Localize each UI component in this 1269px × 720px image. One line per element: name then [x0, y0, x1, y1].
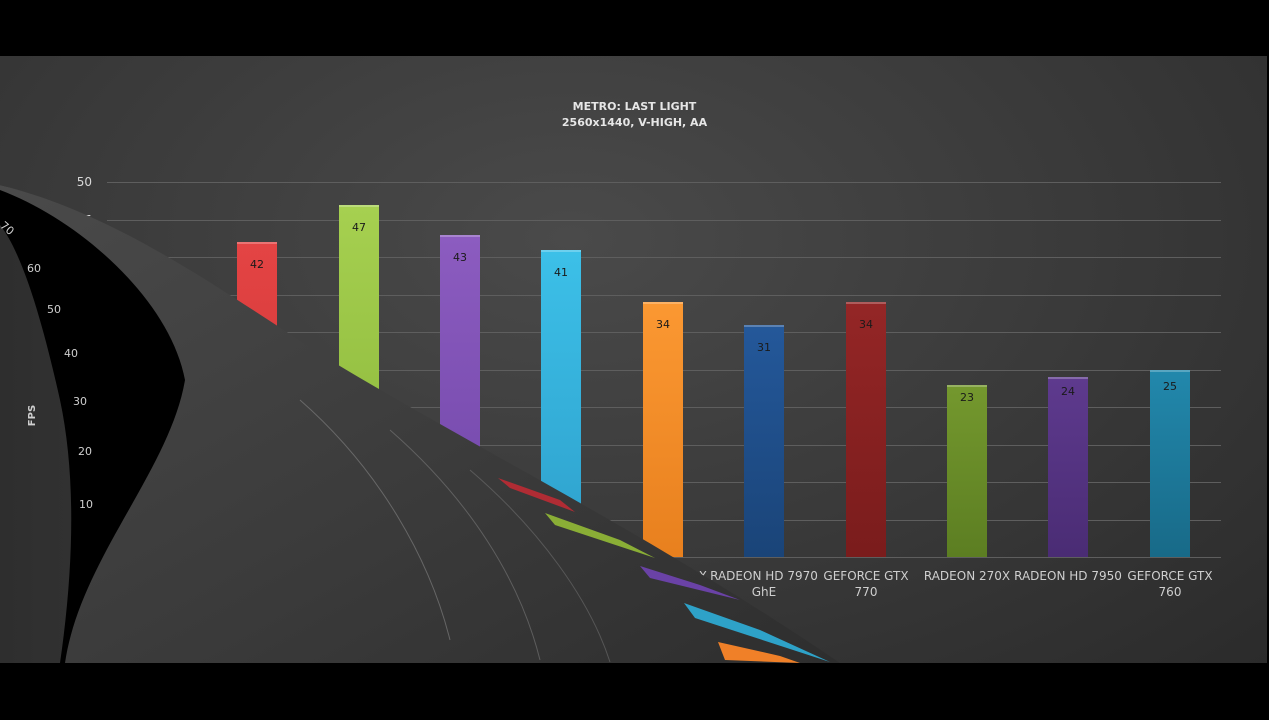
category-label: 80X: [683, 569, 708, 583]
bar: 25: [1150, 370, 1190, 557]
next-slide-y-tick: 30: [73, 395, 87, 408]
y-tick-label: 50: [76, 175, 92, 189]
bar-value-label: 42: [250, 258, 264, 271]
next-slide-y-tick: 20: [78, 445, 92, 458]
chart-subtitle: 2560x1440, V-HIGH, AA: [561, 116, 708, 129]
bar: 43: [440, 235, 480, 557]
bar: 47: [339, 205, 379, 557]
bar: 31: [744, 325, 784, 557]
chart-title: METRO: LAST LIGHT: [572, 100, 697, 113]
next-slide-y-tick: 40: [64, 347, 78, 360]
gridline: [107, 220, 1221, 221]
category-label: RADEON HD 7950: [1014, 569, 1122, 583]
bar-value-label: 24: [1061, 385, 1075, 398]
bar-value-label: 23: [960, 391, 974, 404]
y-tick-label: 45: [76, 213, 92, 227]
bar-value-label: 47: [352, 221, 366, 234]
category-label: RADEON HD 7970 GhE: [710, 569, 818, 599]
bar-value-label: 34: [859, 318, 873, 331]
category-label: RADEON 270X: [923, 569, 1011, 583]
category-label: GEFORCE GTX 770: [823, 569, 909, 599]
bar: 23: [947, 385, 987, 557]
bar: 34: [846, 302, 886, 557]
chart-slide: METRO: LAST LIGHT 2560x1440, V-HIGH, AA …: [0, 56, 1267, 663]
x-axis-line: [107, 557, 1221, 558]
gridline: [107, 182, 1221, 183]
bar-value-label: 41: [554, 266, 568, 279]
bar-value-label: 25: [1163, 380, 1177, 393]
category-label: GEFORCE GTX 760: [1127, 569, 1213, 599]
next-slide-y-axis-title: FPS: [27, 404, 39, 427]
bar: 42: [237, 242, 277, 557]
bar: 34: [643, 302, 683, 557]
next-slide-y-tick: 10: [79, 498, 93, 511]
bar: 41: [541, 250, 581, 557]
letterbox-bottom: [0, 663, 1269, 720]
bar-value-label: 43: [453, 251, 467, 264]
next-slide-y-tick: 60: [27, 262, 41, 275]
bar: 24: [1048, 377, 1088, 557]
letterbox-top: [0, 0, 1269, 56]
bar-value-label: 31: [757, 341, 771, 354]
bar-value-label: 34: [656, 318, 670, 331]
next-slide-y-tick: 50: [47, 303, 61, 316]
